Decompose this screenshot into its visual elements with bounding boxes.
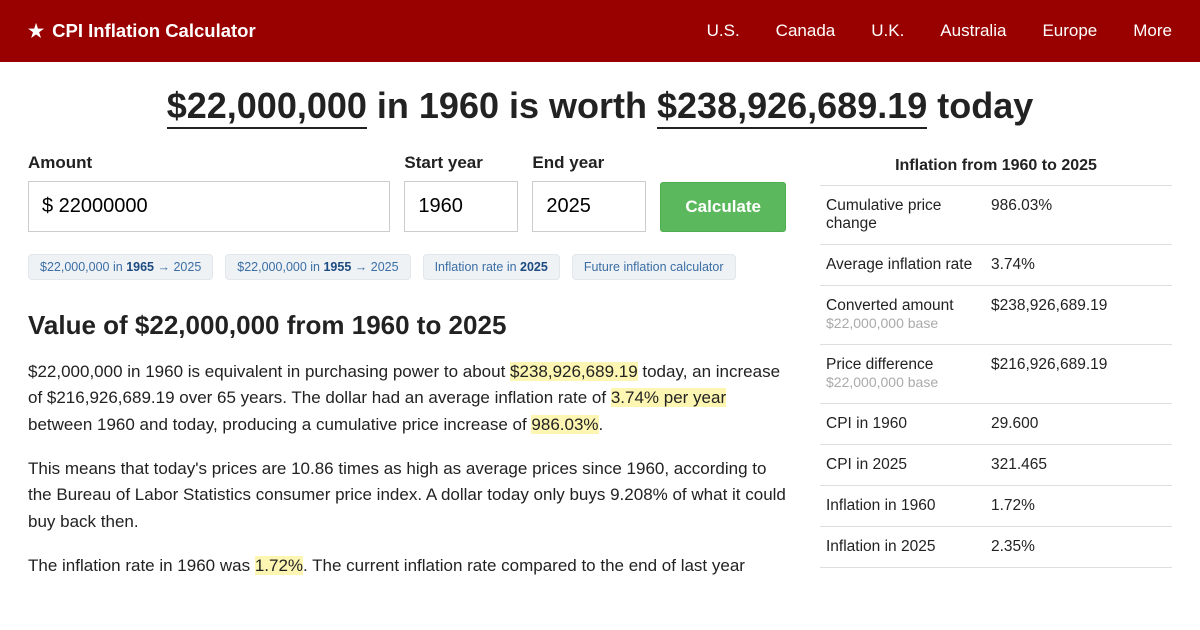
stat-row: Converted amount$22,000,000 base$238,926… <box>820 286 1172 345</box>
chip-1965[interactable]: $22,000,000 in 1965 → 2025 <box>28 254 213 280</box>
title-amount-to: $238,926,689.19 <box>657 85 927 129</box>
brand-label: CPI Inflation Calculator <box>52 20 256 42</box>
chip-future[interactable]: Future inflation calculator <box>572 254 736 280</box>
stat-row: Price difference$22,000,000 base$216,926… <box>820 345 1172 404</box>
paragraph-3: The inflation rate in 1960 was 1.72%. Th… <box>28 553 786 579</box>
title-amount-from: $22,000,000 <box>167 85 367 129</box>
amount-input[interactable] <box>28 181 390 232</box>
related-chips: $22,000,000 in 1965 → 2025 $22,000,000 i… <box>28 254 786 280</box>
nav: U.S. Canada U.K. Australia Europe More <box>707 21 1172 41</box>
stat-row: Cumulative price change986.03% <box>820 186 1172 245</box>
end-year-label: End year <box>532 153 646 173</box>
amount-label: Amount <box>28 153 390 173</box>
calculator-form: Amount Start year End year Calculate <box>28 153 786 232</box>
end-year-input[interactable] <box>532 181 646 232</box>
nav-item-uk[interactable]: U.K. <box>871 21 904 41</box>
left-column: Amount Start year End year Calculate $22… <box>28 153 786 597</box>
stats-title: Inflation from 1960 to 2025 <box>820 153 1172 185</box>
field-start-year: Start year <box>404 153 518 232</box>
stat-row: Inflation in 19601.72% <box>820 486 1172 527</box>
nav-item-europe[interactable]: Europe <box>1042 21 1097 41</box>
nav-item-more[interactable]: More <box>1133 21 1172 41</box>
field-end-year: End year <box>532 153 646 232</box>
paragraph-2: This means that today's prices are 10.86… <box>28 456 786 535</box>
stat-row: Inflation in 20252.35% <box>820 527 1172 568</box>
star-icon: ★ <box>28 21 44 42</box>
page-title: $22,000,000 in 1960 is worth $238,926,68… <box>0 62 1200 153</box>
right-column: Inflation from 1960 to 2025 Cumulative p… <box>820 153 1172 597</box>
stat-row: CPI in 196029.600 <box>820 404 1172 445</box>
start-year-label: Start year <box>404 153 518 173</box>
start-year-input[interactable] <box>404 181 518 232</box>
stat-row: CPI in 2025321.465 <box>820 445 1172 486</box>
nav-item-canada[interactable]: Canada <box>776 21 836 41</box>
chip-rate-2025[interactable]: Inflation rate in 2025 <box>423 254 560 280</box>
stat-row: Average inflation rate3.74% <box>820 245 1172 286</box>
content: Amount Start year End year Calculate $22… <box>0 153 1200 597</box>
header: ★ CPI Inflation Calculator U.S. Canada U… <box>0 0 1200 62</box>
stats-table: Cumulative price change986.03% Average i… <box>820 185 1172 568</box>
section-heading: Value of $22,000,000 from 1960 to 2025 <box>28 310 786 341</box>
calculate-button[interactable]: Calculate <box>660 182 786 232</box>
chip-1955[interactable]: $22,000,000 in 1955 → 2025 <box>225 254 410 280</box>
nav-item-us[interactable]: U.S. <box>707 21 740 41</box>
paragraph-1: $22,000,000 in 1960 is equivalent in pur… <box>28 359 786 438</box>
brand[interactable]: ★ CPI Inflation Calculator <box>28 20 256 42</box>
field-amount: Amount <box>28 153 390 232</box>
nav-item-australia[interactable]: Australia <box>940 21 1006 41</box>
